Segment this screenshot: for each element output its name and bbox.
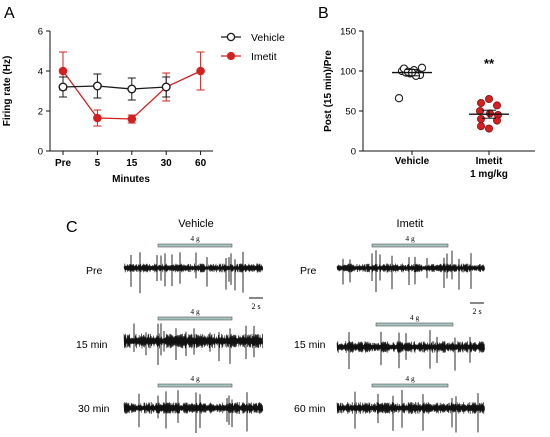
firing-rate-chart: 0 2 4 6 Pre 5 15 30 60 Firing rate (Hz) Minutes… — [2, 27, 285, 186]
x-tick-label-vehicle: Vehicle — [395, 156, 430, 167]
point-imetit-7 — [492, 116, 501, 125]
stimulus-label-imetit-0: 4 g — [405, 234, 415, 243]
stimulus-label-imetit-1: 4 g — [410, 313, 420, 322]
scatter-points — [392, 63, 509, 133]
x-tick-label-imetit: Imetit — [476, 156, 503, 167]
x-axis-label: Minutes — [112, 174, 150, 185]
y-tick-label-3: 6 — [38, 27, 43, 38]
point-imetit-0 — [58, 66, 68, 76]
point-imetit-0 — [484, 95, 493, 104]
y-tick-label-3: 150 — [340, 27, 356, 38]
trace-noise-imetit-2 — [336, 401, 485, 415]
legend-vehicle-marker — [226, 32, 236, 42]
trace-noise-vehicle-2 — [123, 401, 264, 415]
panel-label-c: C — [66, 219, 78, 236]
point-vehicle-0 — [58, 82, 68, 92]
stimulus-label-vehicle-2: 4 g — [190, 374, 200, 383]
trace-vehicle-0: 4 g — [123, 234, 264, 294]
y-tick-label-2: 4 — [38, 67, 43, 78]
legend-vehicle-label: Vehicle — [251, 32, 285, 44]
point-imetit-4 — [485, 109, 494, 118]
traces-vehicle-title: Vehicle — [178, 218, 213, 230]
stimulus-bar-imetit-1 — [375, 322, 454, 327]
trace-row-label-vehicle-0: Pre — [86, 265, 103, 277]
trace-noise-imetit-1 — [336, 341, 485, 353]
y-tick-label-0: 0 — [351, 147, 356, 158]
trace-imetit-1: 4 g — [336, 313, 485, 371]
stimulus-bar-imetit-0 — [371, 243, 449, 248]
panel-label-a: A — [4, 5, 15, 22]
ratio-scatter-chart: 0 50 100 150 Vehicle Imetit 1 mg/kg Post (1… — [323, 27, 535, 180]
trace-vehicle-2: 4 g — [123, 374, 264, 434]
stimulus-bar-vehicle-1 — [157, 316, 233, 321]
stimulus-label-imetit-2: 4 g — [405, 374, 415, 383]
point-vehicle-11 — [394, 94, 404, 103]
stimulus-bar-vehicle-0 — [157, 243, 233, 248]
y-tick-label-0: 0 — [38, 147, 43, 158]
series-line-vehicle — [62, 85, 167, 90]
stimulus-label-vehicle-0: 4 g — [190, 234, 200, 243]
trace-group: 4 g 4 g 4 g 4 g 4 g 4 g 2 s 2 s — [123, 234, 485, 434]
trace-row-label-imetit-2: 60 min — [294, 403, 326, 415]
stimulus-bar-vehicle-2 — [157, 383, 233, 388]
traces-panel: Vehicle Imetit Pre 15 min 30 min Pre 15 … — [76, 218, 485, 434]
x-tick-label-4: 60 — [195, 158, 207, 169]
stimulus-label-vehicle-1: 4 g — [190, 307, 200, 316]
trace-noise-vehicle-0 — [123, 263, 264, 273]
x-tick-label-dose: 1 mg/kg — [470, 169, 508, 180]
y-tick-label-1: 2 — [38, 107, 43, 118]
point-imetit-6 — [476, 115, 485, 124]
point-vehicle-1 — [92, 81, 102, 91]
point-imetit-4 — [196, 66, 205, 76]
trace-noise-vehicle-1 — [123, 333, 264, 349]
trace-noise-imetit-0 — [336, 263, 485, 273]
y-tick-label-1: 50 — [345, 107, 356, 118]
panel-label-b: B — [318, 5, 329, 22]
point-vehicle-2 — [127, 84, 137, 94]
x-tick-label-2: 15 — [126, 158, 138, 169]
scale-label-1: 2 s — [472, 307, 481, 316]
x-tick-label-1: 5 — [95, 158, 101, 169]
trace-vehicle-1: 4 g — [123, 307, 264, 365]
trace-row-label-vehicle-2: 30 min — [78, 403, 110, 415]
legend: Vehicle Imetit — [221, 32, 285, 63]
point-imetit-1 — [93, 113, 102, 123]
stimulus-bar-imetit-2 — [371, 383, 449, 388]
series-group — [58, 51, 205, 127]
trace-row-label-imetit-0: Pre — [300, 265, 317, 277]
point-imetit-1 — [476, 99, 485, 108]
legend-imetit-label: Imetit — [251, 51, 277, 63]
y-ticks: 0 50 100 150 — [340, 27, 363, 158]
point-imetit-9 — [484, 124, 493, 133]
y-axis-label: Firing rate (Hz) — [2, 56, 13, 127]
x-tick-label-3: 30 — [161, 158, 173, 169]
traces-imetit-title: Imetit — [397, 218, 424, 230]
y-tick-label-2: 100 — [340, 67, 356, 78]
x-tick-label-0: Pre — [55, 158, 72, 169]
scale-label-0: 2 s — [251, 302, 260, 311]
series-vehicle — [58, 73, 171, 101]
point-imetit-8 — [476, 122, 485, 131]
trace-row-label-vehicle-1: 15 min — [76, 339, 108, 351]
legend-imetit-marker — [226, 51, 236, 61]
trace-row-label-imetit-1: 15 min — [294, 339, 326, 351]
point-vehicle-5 — [417, 63, 427, 72]
point-imetit-2 — [127, 114, 137, 124]
y-axis-label: Post (15 min)/Pre — [323, 50, 334, 132]
trace-imetit-0: 4 g — [336, 234, 485, 293]
point-imetit-2 — [492, 101, 501, 110]
significance-marker: ** — [484, 56, 495, 71]
group-imetit — [469, 95, 509, 133]
y-ticks: 0 2 4 6 — [38, 27, 50, 158]
point-vehicle-3 — [161, 82, 171, 92]
trace-imetit-2: 4 g — [336, 374, 485, 433]
group-vehicle — [392, 63, 432, 103]
x-ticks: Pre 5 15 30 60 — [55, 151, 207, 169]
